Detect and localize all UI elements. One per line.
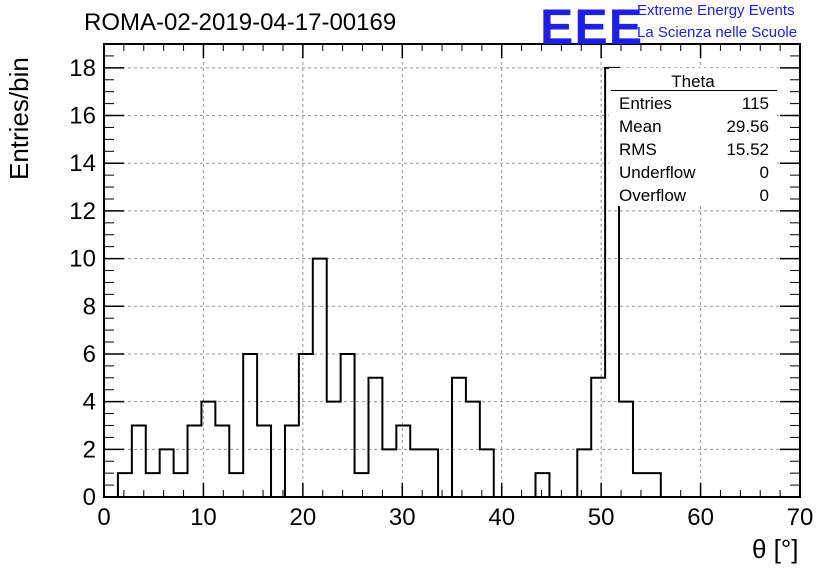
x-tick-label: 30	[389, 504, 416, 531]
y-tick-label: 2	[83, 436, 96, 463]
x-tick-label: 0	[97, 504, 110, 531]
run-title: ROMA-02-2019-04-17-00169	[84, 9, 397, 36]
histogram-series	[116, 66, 662, 498]
y-tick-label: 14	[69, 150, 96, 177]
x-tick-label: 70	[787, 504, 814, 531]
x-axis-label: θ [°]	[752, 534, 799, 564]
y-tick-label: 4	[83, 389, 96, 416]
stat-value: 15.52	[726, 140, 769, 159]
logo-line-1: Extreme Energy Events	[637, 2, 795, 19]
axis-ticks	[103, 43, 801, 498]
stats-title: Theta	[671, 72, 715, 91]
logo-line-2: La Scienza nelle Scuole	[637, 24, 798, 41]
stats-divider	[611, 90, 777, 91]
x-tick-label: 20	[290, 504, 317, 531]
stat-label: Entries	[619, 94, 672, 113]
y-tick-label: 12	[69, 198, 96, 225]
stat-value: 115	[741, 94, 769, 113]
y-tick-label: 16	[69, 103, 96, 130]
y-tick-label: 8	[83, 293, 96, 320]
y-tick-label: 18	[69, 55, 96, 82]
stat-value: 0	[759, 163, 769, 182]
stat-value: 29.56	[726, 117, 769, 136]
x-tick-label: 40	[488, 504, 515, 531]
stat-label: Underflow	[619, 163, 696, 182]
eee-logo: EEE	[540, 0, 644, 55]
stats-box: Theta Entries 115 Mean 29.56 RMS 15.52 U…	[609, 68, 777, 206]
y-tick-label: 10	[69, 246, 96, 273]
x-tick-label: 50	[588, 504, 615, 531]
y-tick-label: 6	[83, 341, 96, 368]
x-tick-label: 60	[687, 504, 714, 531]
stat-value: 0	[759, 186, 769, 205]
y-tick-label: 0	[83, 484, 96, 511]
stat-label: Overflow	[619, 186, 687, 205]
axis-tick-labels: 0 10 20 30 40 50 60 70 0 2 4 6 8 10 12 14 16 18	[69, 55, 813, 531]
y-axis-label: Entries/bin	[4, 57, 34, 180]
x-tick-label: 10	[190, 504, 217, 531]
stat-label: RMS	[619, 140, 657, 159]
stat-label: Mean	[619, 117, 662, 136]
